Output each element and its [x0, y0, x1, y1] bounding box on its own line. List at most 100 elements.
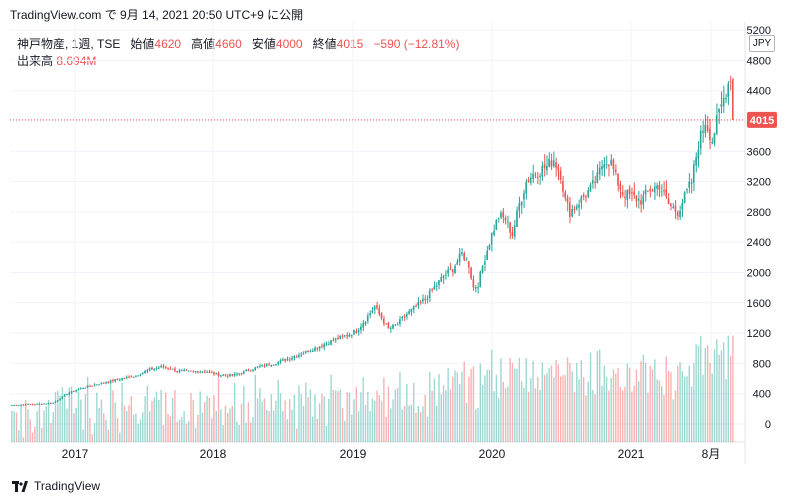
volume-bar [34, 426, 36, 442]
volume-bar [706, 345, 709, 442]
candle-body [222, 374, 224, 376]
candle-body [72, 390, 75, 392]
candle-body [488, 245, 491, 250]
volume-bar [727, 335, 729, 442]
volume-bar [594, 394, 596, 442]
price-tick-label: 1600 [747, 298, 771, 310]
volume-bar [54, 392, 57, 442]
candle-body [300, 354, 302, 356]
price-tick-label: 4800 [747, 55, 771, 67]
candle-body [40, 403, 43, 405]
volume-bar [527, 391, 530, 442]
candle-body [341, 335, 344, 337]
candle-body [624, 197, 626, 199]
candle-body [249, 370, 252, 372]
volume-bar [621, 390, 624, 442]
candle-body [591, 180, 594, 184]
volume-bar [385, 416, 387, 442]
candle-body [226, 375, 229, 377]
footer-brand[interactable]: TradingView [12, 479, 100, 493]
candles [11, 75, 734, 407]
volume-bar [314, 394, 316, 442]
candle-body [238, 373, 240, 375]
candle-body [683, 191, 686, 203]
volume-bar [617, 368, 619, 442]
candle-body [355, 331, 358, 333]
volume-bar [121, 383, 123, 442]
volume-bar [477, 407, 479, 442]
volume-bar [275, 400, 277, 442]
volume-bar [417, 406, 420, 442]
volume-bar [270, 394, 273, 442]
volume-bar [578, 379, 580, 442]
volume-bar [644, 362, 647, 442]
volume-bar [410, 404, 413, 442]
currency-badge[interactable]: JPY [749, 35, 775, 52]
candle-body [725, 98, 727, 100]
candle-body [199, 371, 201, 373]
volume-bar [268, 411, 270, 442]
candle-body [727, 83, 730, 97]
candle-body [686, 188, 688, 191]
candle-body [63, 394, 66, 397]
candle-body [183, 370, 185, 372]
candle-body [380, 313, 383, 319]
candle-body [635, 195, 638, 202]
candle-body [314, 347, 316, 352]
candle-body [559, 170, 562, 180]
volume-bar [165, 392, 167, 442]
candle-body [229, 374, 231, 376]
volume-bar [656, 379, 658, 442]
volume-bar [144, 396, 146, 442]
candle-body [509, 222, 511, 233]
volume-bar [582, 377, 585, 442]
candle-body [371, 310, 374, 313]
volume-bar [339, 389, 341, 442]
candle-body [617, 173, 619, 186]
volume-bar [674, 390, 677, 442]
symbol-name[interactable]: 神戸物産, 1週, TSE [17, 37, 121, 51]
candle-body [256, 366, 259, 368]
volume-bar [475, 409, 477, 442]
candle-body [596, 172, 599, 183]
volume-bar [61, 387, 64, 442]
candle-body [474, 287, 477, 289]
candle-body [366, 315, 369, 322]
volume-bar [429, 371, 431, 442]
volume-bar [587, 381, 589, 442]
volume-bar [399, 372, 401, 442]
volume-bar [481, 384, 484, 442]
volume-bar [461, 371, 463, 442]
candle-body [339, 335, 341, 339]
volume-bar [497, 398, 500, 442]
volume-bar [227, 412, 229, 442]
candle-body [401, 317, 403, 319]
candle-body [38, 403, 41, 405]
volume-bar [351, 414, 353, 442]
candle-body [516, 210, 518, 227]
volume-bar [435, 405, 438, 442]
candle-body [327, 344, 330, 346]
volume-bar [302, 405, 305, 442]
volume-bar [277, 379, 279, 442]
volume-bar [537, 376, 539, 442]
volume-bar [693, 363, 695, 442]
volume-bar [105, 419, 107, 442]
candle-body [93, 384, 96, 386]
volume-bar [585, 395, 587, 442]
candle-body [672, 206, 674, 208]
volume-bar [263, 398, 266, 442]
volume-bar [194, 427, 197, 442]
close-value: 4015 [336, 37, 364, 51]
volume-bar [204, 402, 206, 442]
candle-body [490, 233, 493, 245]
candle-body [665, 189, 668, 197]
volume-bar [279, 393, 282, 442]
volume-bar [670, 372, 672, 442]
volume-bar [52, 412, 54, 442]
candle-body [626, 190, 628, 200]
volume-bar [217, 378, 220, 442]
candle-body [376, 305, 378, 309]
volume-bar [442, 385, 445, 442]
